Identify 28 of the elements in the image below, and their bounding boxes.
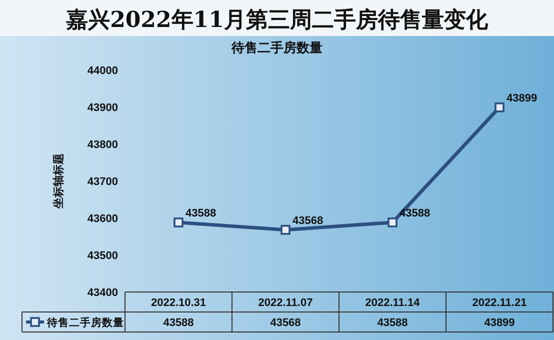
legend-label: 待售二手房数量	[46, 316, 124, 329]
y-tick-label: 43900	[87, 102, 118, 114]
data-label: 43588	[377, 317, 408, 329]
annotation: 43588	[186, 207, 216, 220]
y-tick-label: 44000	[87, 65, 118, 77]
y-tick-label: 43600	[87, 213, 118, 225]
legend: 待售二手房数量	[26, 317, 124, 329]
point	[388, 218, 398, 228]
annotation: 43588	[400, 207, 430, 220]
y-tick-label: 43800	[87, 139, 118, 151]
annotation: 43568	[292, 214, 324, 227]
x-tick-label: 2022.10.31	[150, 297, 206, 309]
x-tick-label: 2022.11.21	[472, 297, 527, 309]
chart-subtitle: 待售二手房数量	[230, 40, 322, 55]
x-tick-label: 2022.11.14	[365, 297, 421, 309]
y-tick-label: 43400	[87, 287, 118, 299]
x-tick-label: 2022.11.07	[258, 297, 313, 309]
data-label: 43899	[484, 317, 515, 329]
y-tick-label: 43700	[87, 176, 118, 188]
data-label: 43588	[163, 317, 194, 329]
data-label: 43568	[270, 317, 301, 329]
chart-title: 嘉兴2022年11月第三周二手房待售量变化	[66, 7, 489, 33]
y-axis-title: 坐标轴标题	[52, 154, 65, 210]
point	[494, 102, 504, 112]
point	[174, 218, 184, 228]
point	[280, 224, 290, 235]
annotation: 43899	[506, 92, 538, 104]
y-tick-label: 43500	[87, 250, 118, 262]
